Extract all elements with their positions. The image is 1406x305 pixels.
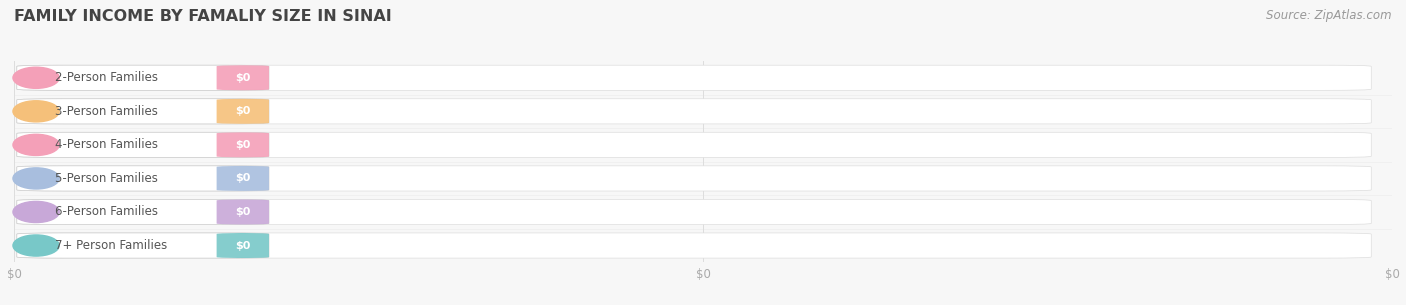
FancyBboxPatch shape [17,132,1371,157]
Text: $0: $0 [235,106,250,116]
FancyBboxPatch shape [217,99,269,124]
FancyBboxPatch shape [17,99,1371,124]
FancyBboxPatch shape [217,166,269,191]
FancyBboxPatch shape [17,233,269,258]
Ellipse shape [13,168,59,189]
Text: 4-Person Families: 4-Person Families [55,138,159,151]
Text: $0: $0 [235,207,250,217]
FancyBboxPatch shape [17,199,1371,224]
Text: $0: $0 [235,241,250,250]
Ellipse shape [13,201,59,223]
FancyBboxPatch shape [17,65,1371,90]
Ellipse shape [13,67,59,88]
Text: $0: $0 [235,73,250,83]
Text: 7+ Person Families: 7+ Person Families [55,239,167,252]
Ellipse shape [13,134,59,156]
Text: Source: ZipAtlas.com: Source: ZipAtlas.com [1267,9,1392,22]
FancyBboxPatch shape [17,199,269,224]
Ellipse shape [13,235,59,256]
Text: 6-Person Families: 6-Person Families [55,206,159,218]
Text: 2-Person Families: 2-Person Families [55,71,159,84]
FancyBboxPatch shape [217,199,269,224]
Text: FAMILY INCOME BY FAMALIY SIZE IN SINAI: FAMILY INCOME BY FAMALIY SIZE IN SINAI [14,9,392,24]
FancyBboxPatch shape [17,99,269,124]
Text: $0: $0 [235,174,250,183]
FancyBboxPatch shape [17,166,1371,191]
FancyBboxPatch shape [217,233,269,258]
Text: 5-Person Families: 5-Person Families [55,172,159,185]
Text: 3-Person Families: 3-Person Families [55,105,159,118]
FancyBboxPatch shape [17,132,269,157]
Ellipse shape [13,101,59,122]
FancyBboxPatch shape [17,233,1371,258]
FancyBboxPatch shape [17,166,269,191]
FancyBboxPatch shape [217,65,269,90]
FancyBboxPatch shape [17,65,269,90]
FancyBboxPatch shape [217,132,269,157]
Text: $0: $0 [235,140,250,150]
